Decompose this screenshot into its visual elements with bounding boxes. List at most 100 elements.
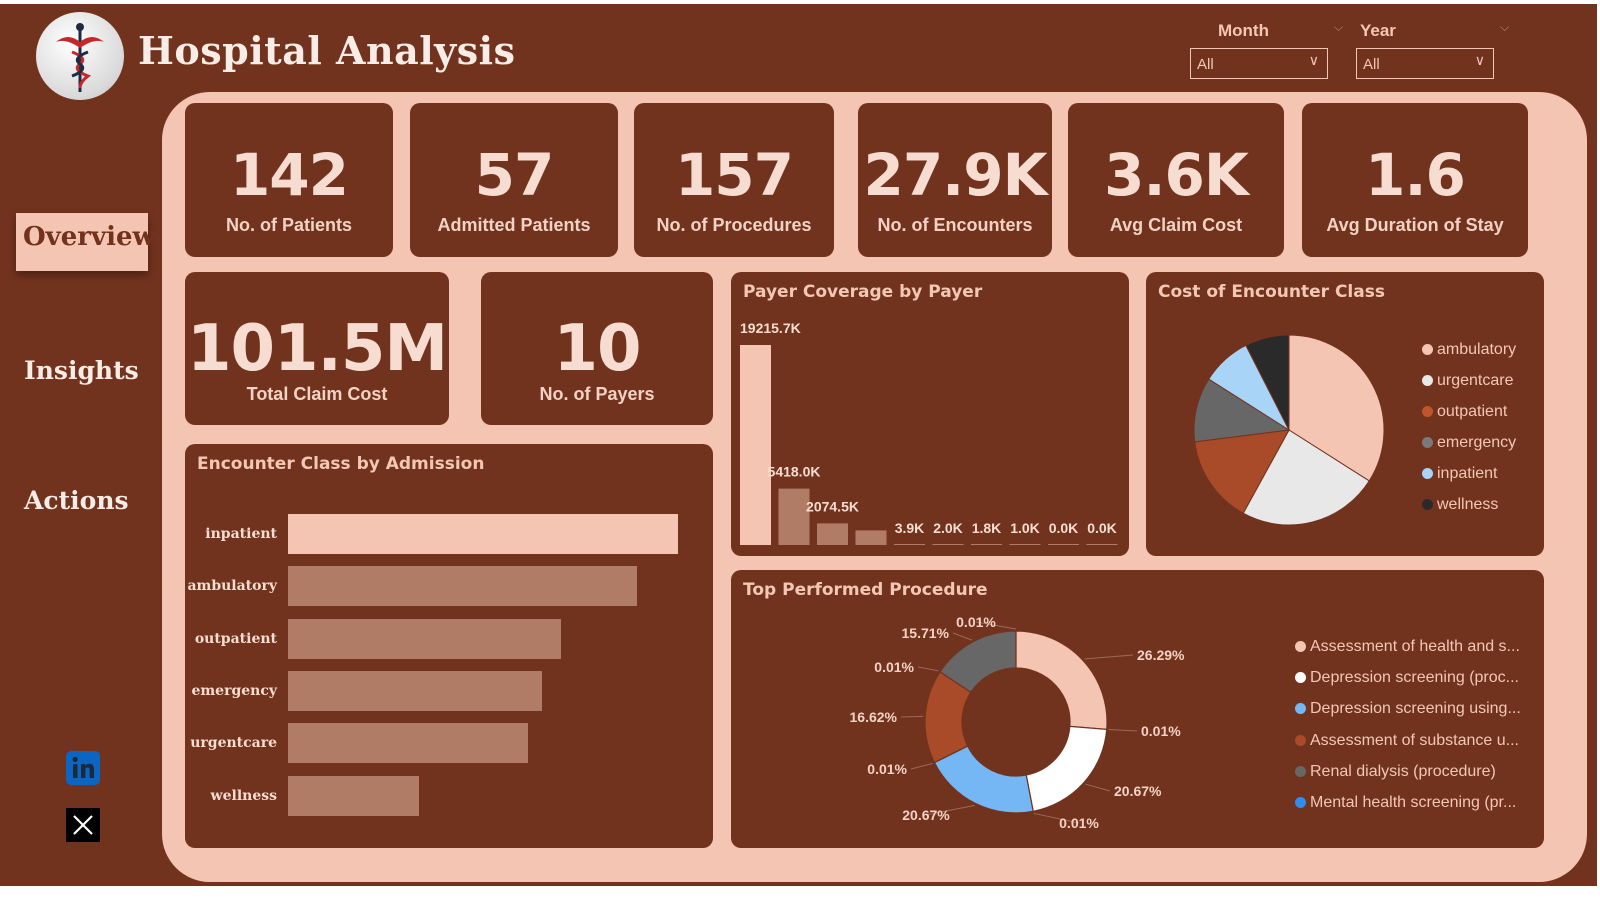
nav-actions[interactable]: Actions [24, 486, 129, 515]
donut-data-label: 15.71% [902, 625, 950, 641]
payer-coverage-chart: 19215.7K 5418.0K 2074.5K 3.9K 2.0K 1.8K 1.0K 0.… [740, 320, 1118, 545]
bar-inpatient[interactable] [288, 514, 678, 554]
donut-leader-line [910, 762, 933, 770]
kpi-value: 10 [553, 312, 641, 386]
kpi-label: Admitted Patients [437, 215, 591, 235]
donut-data-label: 20.67% [902, 807, 950, 823]
legend-item[interactable]: Assessment of substance u... [1295, 732, 1519, 750]
payer-bar[interactable] [740, 345, 771, 545]
donut-leader-line [1108, 729, 1138, 732]
kpi-value: 142 [229, 141, 349, 209]
legend-item[interactable]: Mental health screening (pr... [1295, 794, 1516, 812]
legend-label: Mental health screening (pr... [1310, 794, 1517, 811]
donut-data-label: 16.62% [850, 709, 898, 725]
payer-bar-data-label: 0.0K [1087, 520, 1117, 536]
kpi-value: 157 [674, 141, 794, 209]
donut-leader-line [925, 804, 975, 816]
bar-category-label: inpatient [205, 526, 277, 542]
bar-ambulatory[interactable] [288, 566, 638, 607]
legend-label: Assessment of substance u... [1310, 731, 1519, 749]
kpi-label: Avg Claim Cost [1109, 215, 1243, 235]
pie-slice-outpatient[interactable] [1194, 429, 1290, 514]
chart-title: Top Performed Procedure [743, 580, 988, 600]
cost-encounter-chart-card: Cost of Encounter Class ambulatory urgent… [1146, 272, 1544, 556]
legend-item[interactable]: inpatient [1422, 465, 1498, 483]
payer-bar-data-label: 1.8K [972, 520, 1002, 536]
donut-data-label: 0.01% [867, 761, 907, 777]
donut-leader-line [1085, 783, 1111, 792]
month-dropdown[interactable]: All ∨ [1190, 48, 1328, 79]
year-slicer-label: Year [1360, 21, 1396, 40]
legend-dot-icon [1422, 437, 1433, 448]
legend-label: ambulatory [1437, 341, 1517, 358]
bar-urgentcare[interactable] [288, 723, 528, 764]
donut-data-label: 0.01% [1141, 723, 1181, 739]
legend-item[interactable]: Depression screening using... [1295, 700, 1521, 718]
kpi-card-patients: 142 No. of Patients [185, 103, 393, 257]
nav-overview[interactable]: Overview [16, 213, 155, 271]
legend-dot-icon [1295, 765, 1306, 777]
donut-data-label: 0.01% [956, 614, 996, 630]
year-dropdown[interactable]: All ∨ [1356, 48, 1494, 79]
legend-item[interactable]: Assessment of health and s... [1295, 638, 1520, 656]
dashboard-canvas: Hospital Analysis Month ⌵ All ∨ Year ⌵ A… [0, 4, 1597, 886]
payer-bar-data-label: 2.0K [933, 520, 963, 536]
kpi-label: Total Claim Cost [246, 384, 388, 404]
legend-item[interactable]: ambulatory [1422, 341, 1516, 359]
cost-encounter-pie [1193, 334, 1385, 526]
legend-dot-icon [1295, 703, 1306, 715]
linkedin-icon[interactable] [66, 751, 100, 785]
legend-item[interactable]: Renal dialysis (procedure) [1295, 763, 1496, 781]
legend-item[interactable]: outpatient [1422, 403, 1507, 421]
donut-data-label: 0.01% [1059, 815, 1099, 831]
bar-category-label: emergency [191, 682, 277, 699]
chevron-down-icon: ∨ [1308, 52, 1319, 68]
x-icon[interactable] [66, 808, 100, 842]
legend-dot-icon [1295, 734, 1306, 746]
payer-bar[interactable] [817, 523, 848, 545]
kpi-label: No. of Encounters [877, 215, 1033, 235]
payer-bar-data-label: 3.9K [895, 520, 925, 536]
payer-bar[interactable] [778, 488, 810, 545]
donut-data-label: 0.01% [874, 659, 914, 675]
donut-leader-line [975, 621, 1017, 630]
payer-bar-data-label: 5418.0K [768, 464, 821, 480]
chevron-down-icon: ∨ [1474, 52, 1485, 68]
legend-label: Renal dialysis (procedure) [1310, 762, 1496, 780]
encounter-class-chart-card: Encounter Class by Admission inpatient am… [185, 444, 713, 848]
kpi-card-payers: 10 No. of Payers [481, 272, 713, 425]
page-title: Hospital Analysis [138, 28, 516, 73]
pie-slice-urgentcare[interactable] [1242, 429, 1370, 526]
nav-insights[interactable]: Insights [24, 356, 139, 385]
legend-label: Depression screening using... [1310, 700, 1521, 718]
legend-dot-icon [1295, 672, 1306, 684]
bar-emergency[interactable] [288, 670, 542, 711]
kpi-value: 27.9K [863, 141, 1047, 209]
pie-slice-wellness[interactable] [1245, 334, 1290, 431]
kpi-card-admitted: 57 Admitted Patients [410, 103, 618, 257]
year-collapse-chevron-icon[interactable]: ⌵ [1500, 20, 1510, 34]
payer-bar-data-label: 2074.5K [806, 498, 859, 514]
kpi-card-total-claim-cost: 101.5M Total Claim Cost [185, 272, 449, 425]
legend-item[interactable]: emergency [1422, 434, 1516, 452]
kpi-card-procedures: 157 No. of Procedures [634, 103, 834, 257]
payer-bar[interactable] [855, 530, 887, 545]
legend-dot-icon [1422, 468, 1433, 479]
bar-wellness[interactable] [288, 775, 419, 816]
chart-title: Encounter Class by Admission [197, 454, 485, 474]
legend-label: Assessment of health and s... [1310, 638, 1520, 655]
kpi-label: No. of Procedures [656, 215, 812, 235]
pie-slice-emergency[interactable] [1193, 378, 1291, 443]
legend-label: outpatient [1437, 403, 1508, 420]
bar-outpatient[interactable] [288, 618, 561, 659]
donut-data-label: 26.29% [1137, 647, 1185, 663]
top-procedure-chart-card: Top Performed Procedure 26.29% 0.01% 20.67… [731, 570, 1544, 848]
pie-slice-ambulatory[interactable] [1288, 334, 1385, 482]
legend-item[interactable]: wellness [1422, 496, 1498, 514]
bar-category-label: outpatient [194, 630, 277, 647]
donut-leader-line [1033, 812, 1080, 824]
kpi-value: 101.5M [186, 312, 448, 386]
month-collapse-chevron-icon[interactable]: ⌵ [1334, 20, 1344, 34]
legend-item[interactable]: urgentcare [1422, 372, 1514, 390]
legend-item[interactable]: Depression screening (proc... [1295, 669, 1519, 687]
